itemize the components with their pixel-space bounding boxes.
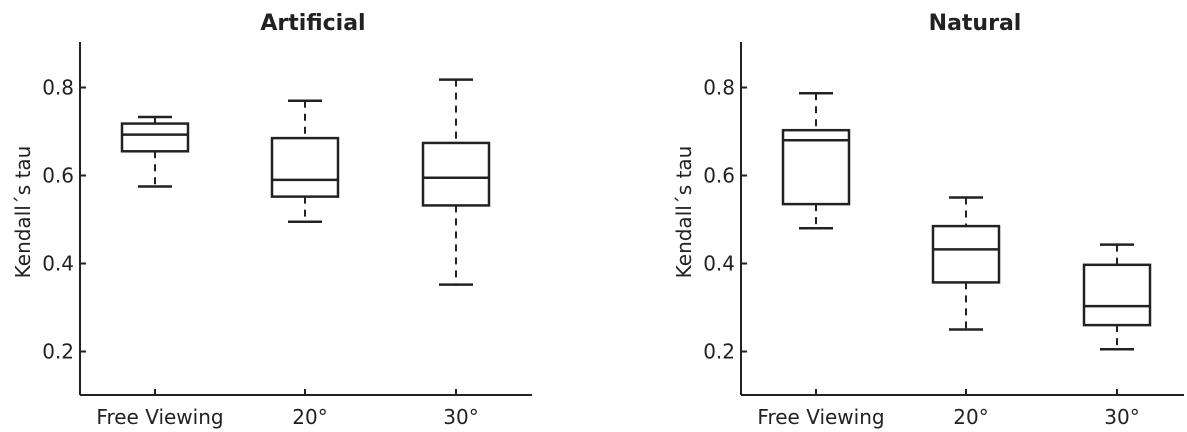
iqr-box <box>421 141 491 207</box>
box-plot-1 <box>781 91 851 230</box>
iqr-box <box>120 122 190 153</box>
y-tick-label: 0.8 <box>42 76 74 100</box>
x-tick-label: 30° <box>1104 405 1139 429</box>
iqr-box <box>781 128 851 206</box>
y-tick-label: 0.6 <box>703 164 735 188</box>
x-tick-label: Free Viewing <box>96 405 223 429</box>
box-plot-3 <box>421 78 491 286</box>
chart-panel-1: Artificial 0.2 0.4 0.6 0.8 Kendall´s tau Free … <box>11 11 532 429</box>
chart-panel-2: Natural 0.2 0.4 0.6 0.8 Kendall´s tau Free Vie… <box>672 11 1184 429</box>
y-tick-label: 0.8 <box>703 76 735 100</box>
chart-title: Artificial <box>260 11 365 36</box>
y-axis-label: Kendall´s tau <box>11 146 35 279</box>
y-tick-label: 0.4 <box>703 252 735 276</box>
box-plot-2 <box>270 99 340 223</box>
iqr-box <box>1082 263 1152 327</box>
iqr-box <box>931 224 1001 284</box>
x-tick-label: Free Viewing <box>757 405 884 429</box>
y-axis-label: Kendall´s tau <box>672 146 696 279</box>
x-tick-label: 20° <box>953 405 988 429</box>
box-plot-3 <box>1082 243 1152 351</box>
box-plot-1 <box>120 115 190 188</box>
y-tick-label: 0.6 <box>42 164 74 188</box>
y-tick-label: 0.2 <box>703 340 735 364</box>
iqr-box <box>270 136 340 198</box>
x-tick-label: 30° <box>443 405 478 429</box>
box-plot-2 <box>931 196 1001 331</box>
x-tick-label: 20° <box>292 405 327 429</box>
y-tick-label: 0.4 <box>42 252 74 276</box>
chart-title: Natural <box>929 11 1022 36</box>
y-tick-label: 0.2 <box>42 340 74 364</box>
